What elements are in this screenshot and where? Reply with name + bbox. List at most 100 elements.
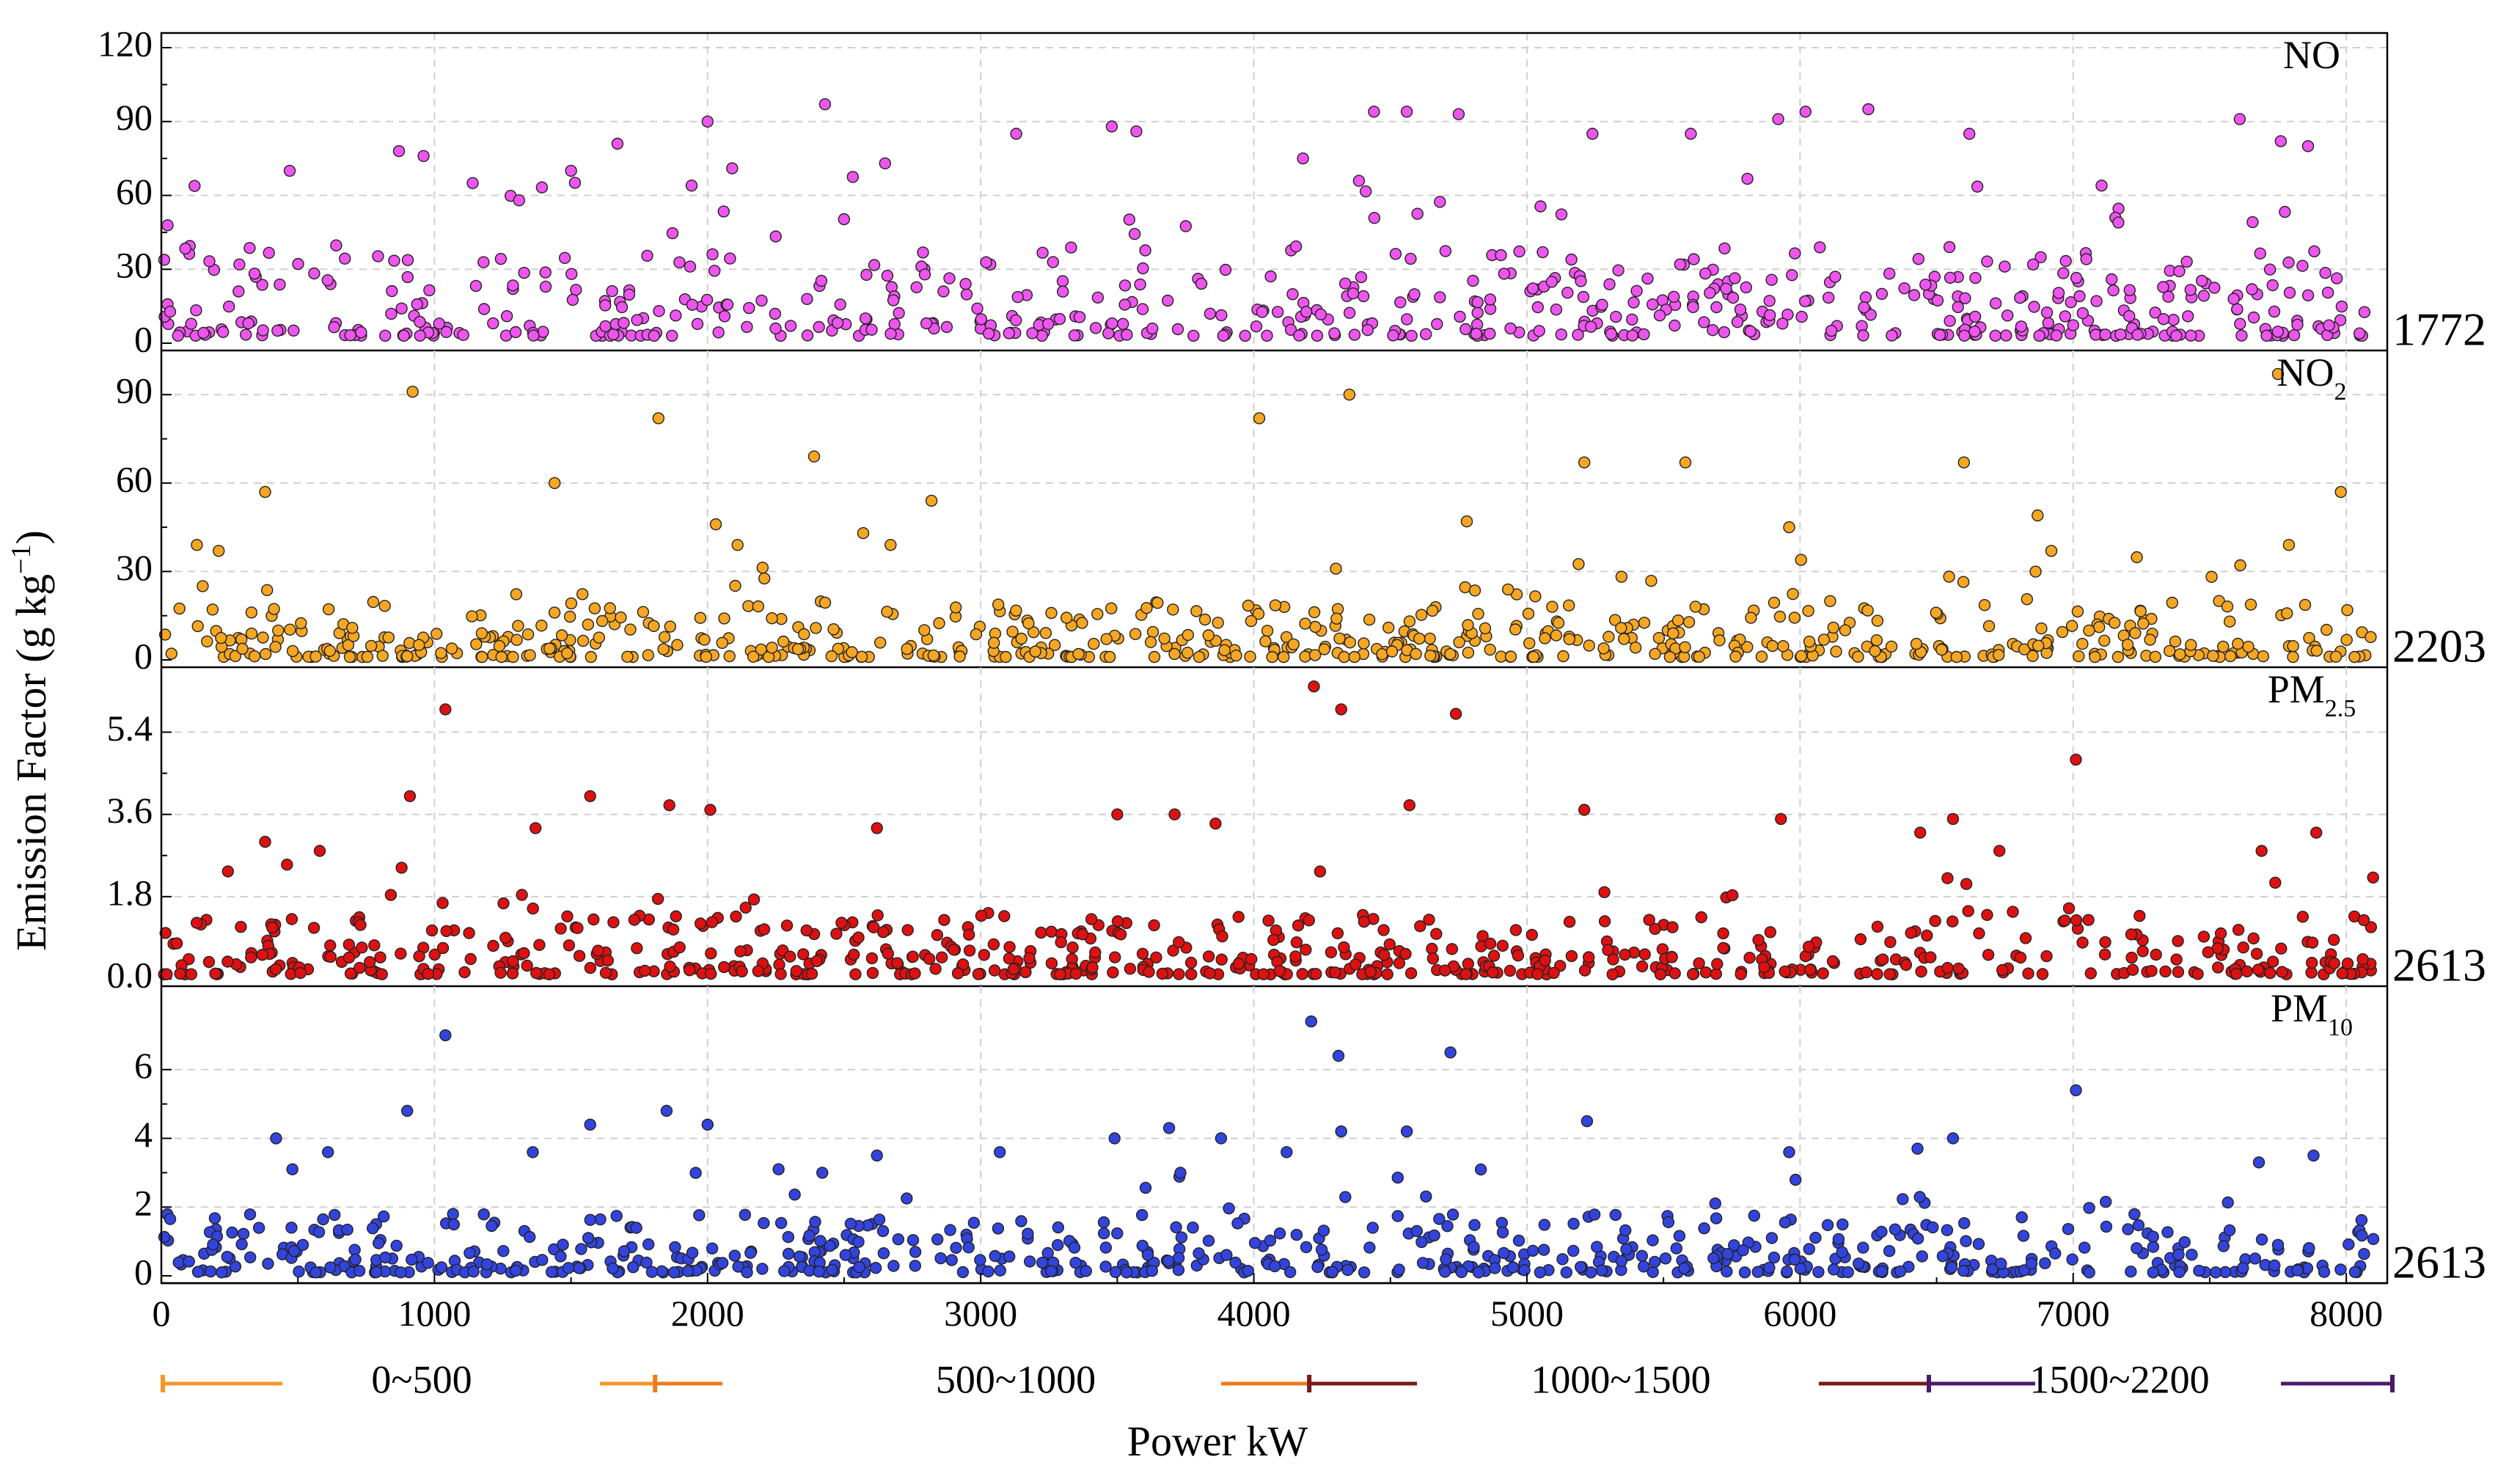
data-point — [2303, 631, 2315, 645]
data-point — [1389, 248, 1402, 260]
data-point — [2084, 967, 2098, 980]
data-point — [1462, 646, 1475, 659]
data-point — [701, 115, 714, 128]
data-point — [213, 545, 225, 557]
data-point — [1344, 636, 1357, 649]
data-point — [1795, 310, 1808, 323]
data-point — [1972, 1238, 1985, 1250]
data-point — [1824, 595, 1836, 607]
data-point — [464, 952, 477, 966]
data-point — [1349, 958, 1362, 971]
data-point — [758, 1216, 770, 1230]
data-point — [698, 634, 711, 646]
data-point — [1763, 295, 1776, 307]
data-point — [2327, 933, 2340, 947]
data-point — [1215, 953, 1228, 966]
data-point — [1556, 1253, 1569, 1266]
data-point — [1688, 253, 1700, 265]
data-point — [731, 539, 744, 551]
data-point — [1182, 628, 1195, 642]
data-point — [1862, 103, 1875, 116]
legend-item: 500~1000 — [600, 1357, 1096, 1401]
data-point — [1124, 962, 1137, 975]
data-point — [1698, 1222, 1710, 1235]
data-point — [330, 239, 343, 251]
data-point — [379, 1251, 392, 1264]
data-point — [1504, 322, 1517, 335]
data-point — [1971, 180, 1984, 193]
data-point — [1438, 964, 1451, 977]
data-point — [1414, 919, 1426, 933]
data-point — [648, 329, 660, 342]
data-point — [732, 1260, 744, 1273]
data-point — [1669, 967, 1681, 980]
data-point — [172, 329, 184, 342]
data-point — [1446, 1208, 1459, 1221]
data-point — [158, 628, 172, 641]
data-point — [575, 1243, 587, 1255]
data-point — [1504, 650, 1517, 663]
data-point — [1338, 650, 1350, 664]
data-point — [1993, 845, 2006, 857]
data-point — [1462, 958, 1475, 970]
data-point — [1171, 323, 1184, 336]
data-point — [215, 631, 227, 645]
data-point — [1910, 637, 1923, 650]
data-point — [1474, 1163, 1487, 1176]
data-point — [1273, 1227, 1286, 1240]
data-point — [2161, 1226, 2174, 1238]
data-point — [191, 917, 203, 929]
data-point — [1209, 817, 1222, 830]
data-point — [1814, 241, 1826, 254]
data-point — [2323, 319, 2335, 331]
data-point — [1560, 1266, 1573, 1279]
data-point — [1875, 287, 1889, 300]
data-point — [1536, 246, 1549, 259]
data-point — [1766, 639, 1779, 653]
data-point — [2184, 329, 2197, 342]
data-point — [1023, 1255, 1036, 1268]
data-point — [723, 650, 736, 663]
data-point — [414, 315, 426, 328]
data-point — [2114, 328, 2127, 341]
data-point — [1897, 1193, 1909, 1205]
data-point — [2268, 1259, 2281, 1272]
data-point — [2252, 963, 2265, 976]
data-point — [2045, 545, 2058, 557]
data-point — [354, 919, 367, 931]
data-point — [1426, 952, 1440, 965]
data-point — [294, 966, 307, 980]
data-point — [1946, 812, 1960, 826]
data-point — [1167, 944, 1179, 957]
data-point — [1927, 1221, 1939, 1234]
data-point — [1479, 622, 1492, 635]
data-point — [1957, 456, 1971, 469]
data-point — [780, 919, 794, 932]
data-point — [543, 968, 556, 981]
data-point — [2282, 539, 2296, 551]
data-point — [2121, 639, 2134, 651]
data-point — [2356, 952, 2369, 966]
x-tick-label: 2000 — [671, 1293, 744, 1334]
data-point — [716, 636, 728, 649]
data-point — [376, 968, 388, 980]
data-point — [670, 309, 682, 322]
data-point — [774, 1216, 788, 1230]
data-point — [1045, 925, 1058, 938]
data-point — [1471, 295, 1484, 309]
data-point — [881, 606, 893, 618]
data-point — [1415, 1235, 1428, 1249]
data-point — [1146, 322, 1159, 335]
data-point — [235, 1238, 248, 1251]
data-point — [1795, 650, 1808, 662]
data-point — [308, 267, 321, 280]
data-point — [1216, 930, 1228, 943]
data-point — [2307, 1149, 2320, 1162]
data-point — [1512, 949, 1525, 962]
data-point — [1317, 1225, 1330, 1237]
data-point — [436, 897, 449, 909]
data-point — [1539, 632, 1551, 645]
data-point — [1023, 952, 1036, 964]
data-point — [2059, 914, 2071, 927]
data-point — [173, 602, 186, 615]
